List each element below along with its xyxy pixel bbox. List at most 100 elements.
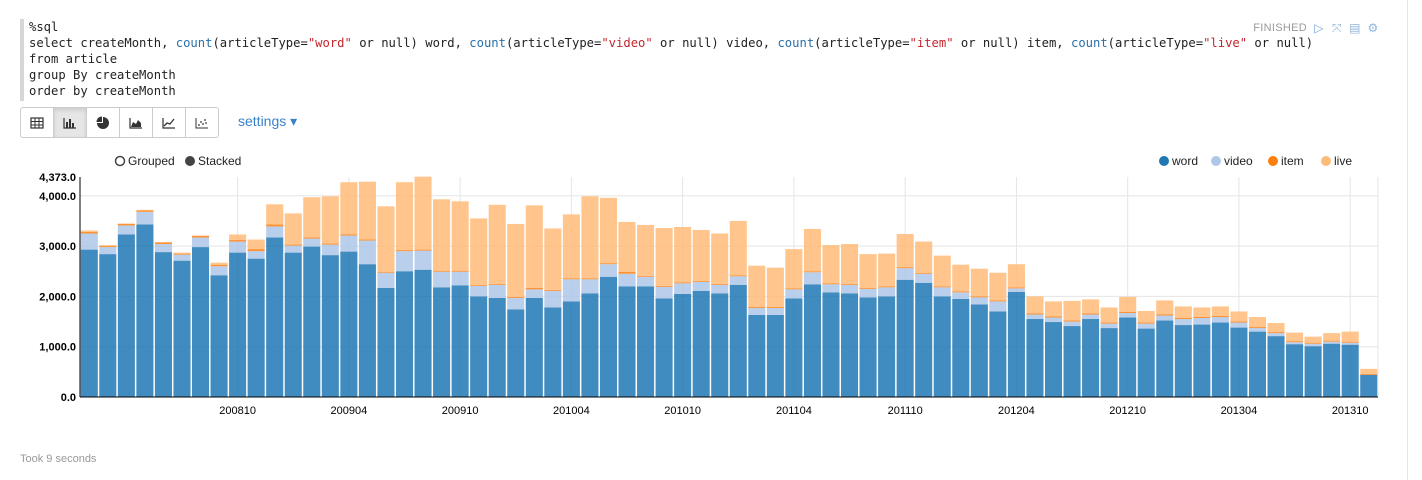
bar-item[interactable] [395,250,414,252]
bar-word[interactable] [1267,336,1285,397]
bar-word[interactable] [1100,328,1118,397]
bar-live[interactable] [1286,332,1304,342]
bar-video[interactable] [785,289,803,299]
bar-word[interactable] [1044,322,1063,397]
bar-live[interactable] [1341,331,1359,342]
legend-swatch-video[interactable] [1211,156,1221,166]
bar-live[interactable] [414,176,432,250]
bar-video[interactable] [451,271,469,286]
bar-item[interactable] [766,306,784,308]
bar-video[interactable] [266,226,284,238]
bar-item[interactable] [470,284,488,286]
bar-item[interactable] [1044,316,1063,318]
bar-live[interactable] [451,201,469,271]
bar-item[interactable] [822,283,840,285]
bar-word[interactable] [748,315,766,397]
bar-word[interactable] [1026,319,1044,397]
bar-item[interactable] [414,249,432,251]
area-chart-button[interactable] [119,107,153,138]
bar-word[interactable] [692,290,710,397]
bar-word[interactable] [1323,343,1341,397]
bar-live[interactable] [173,252,191,254]
bar-live[interactable] [822,245,840,284]
bar-live[interactable] [896,234,914,268]
bar-video[interactable] [80,233,98,250]
bar-word[interactable] [785,298,803,397]
bar-live[interactable] [488,204,506,284]
bar-live[interactable] [303,197,321,238]
bar-item[interactable] [1360,373,1378,375]
bar-live[interactable] [154,242,172,243]
bar-video[interactable] [1304,343,1322,347]
book-icon[interactable]: ▤ [1349,21,1361,35]
bar-word[interactable] [618,286,636,397]
bar-word[interactable] [507,309,525,397]
bar-video[interactable] [1063,321,1081,327]
bar-video[interactable] [1044,317,1063,323]
bar-video[interactable] [1007,288,1025,292]
bar-item[interactable] [488,283,506,285]
bar-live[interactable] [1267,323,1285,333]
legend-swatch-word[interactable] [1159,156,1169,166]
bar-video[interactable] [655,286,673,299]
bar-item[interactable] [358,239,376,241]
bar-word[interactable] [470,296,488,397]
bar-video[interactable] [1119,312,1137,318]
bar-video[interactable] [544,290,562,308]
bar-live[interactable] [266,204,284,225]
bar-word[interactable] [915,282,933,397]
bar-word[interactable] [599,276,617,397]
bar-video[interactable] [395,251,414,272]
legend-swatch-live[interactable] [1321,156,1331,166]
bar-item[interactable] [525,287,543,290]
bar-live[interactable] [358,181,376,240]
bar-video[interactable] [99,247,117,255]
bar-video[interactable] [766,307,784,315]
bar-video[interactable] [1026,314,1044,320]
bar-word[interactable] [1304,346,1322,397]
bar-item[interactable] [1341,341,1359,343]
bar-video[interactable] [952,292,970,299]
bar-item[interactable] [915,272,933,274]
bar-video[interactable] [822,284,840,293]
bar-item[interactable] [451,270,469,272]
bar-item[interactable] [1193,317,1211,319]
bar-item[interactable] [1323,340,1341,342]
bar-item[interactable] [303,237,321,239]
bar-word[interactable] [1137,328,1155,397]
bar-video[interactable] [878,287,896,297]
bar-video[interactable] [525,289,543,298]
bar-video[interactable] [433,271,451,288]
bar-live[interactable] [1248,317,1266,328]
bar-word[interactable] [1156,320,1174,397]
bar-live[interactable] [340,182,358,235]
bar-live[interactable] [1174,306,1192,319]
bar-video[interactable] [562,279,580,302]
bar-word[interactable] [1230,327,1248,397]
bar-item[interactable] [154,242,172,245]
bar-word[interactable] [878,296,896,397]
bar-item[interactable] [1100,322,1118,324]
bar-video[interactable] [377,272,395,288]
bar-video[interactable] [1174,319,1192,326]
bar-item[interactable] [229,240,247,242]
bar-item[interactable] [637,275,655,277]
bar-word[interactable] [377,287,395,397]
bar-word[interactable] [1360,374,1378,397]
bar-live[interactable] [711,233,729,284]
bar-live[interactable] [562,214,580,279]
bar-word[interactable] [1193,324,1211,397]
bar-live[interactable] [247,239,265,250]
bar-video[interactable] [1286,342,1304,345]
bar-word[interactable] [896,279,914,397]
bar-video[interactable] [173,254,191,261]
bar-word[interactable] [562,301,580,397]
bar-item[interactable] [933,286,951,288]
bar-item[interactable] [117,223,135,226]
bar-live[interactable] [933,255,951,287]
bar-video[interactable] [896,268,914,280]
bar-video[interactable] [915,273,933,283]
bar-item[interactable] [192,236,210,238]
settings-dropdown[interactable]: settings ▾ [238,113,298,129]
run-icon[interactable]: ▷ [1314,21,1324,35]
